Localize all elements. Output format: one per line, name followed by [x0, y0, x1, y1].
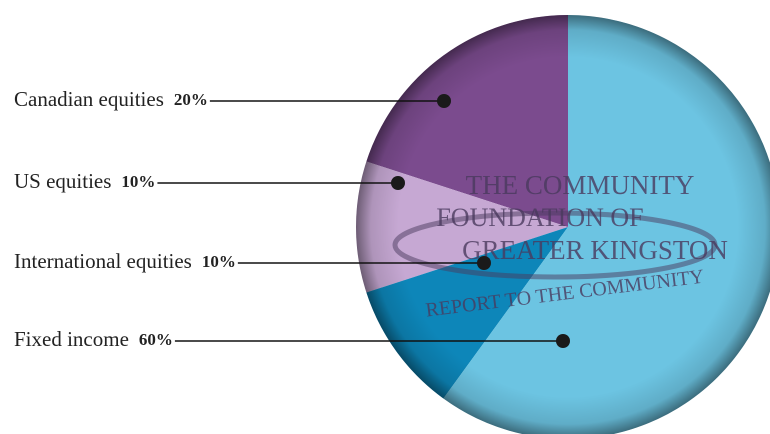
category-label: Canadian equities [14, 87, 164, 111]
logo-text: THE COMMUNITY [466, 170, 695, 200]
leader-dot [556, 334, 570, 348]
logo-text: GREATER KINGSTON [462, 235, 728, 265]
labels: Canadian equities 20%US equities 10%Intern… [14, 87, 570, 351]
leader-dot [391, 176, 405, 190]
value-label: 20% [174, 90, 208, 109]
category-label: US equities [14, 169, 111, 193]
leader-dot [437, 94, 451, 108]
value-label: 10% [202, 252, 236, 271]
logo-text: FOUNDATION OF [436, 203, 643, 232]
logo-swoosh [392, 210, 718, 280]
slice-label: Fixed income 60% [14, 327, 173, 351]
value-label: 60% [139, 330, 173, 349]
slice-label: Canadian equities 20% [14, 87, 208, 111]
slice-label: International equities 10% [14, 249, 236, 273]
pie-shading [356, 15, 770, 434]
leader-dot [477, 256, 491, 270]
slice-label: US equities 10% [14, 169, 155, 193]
logo: THE COMMUNITY FOUNDATION OF GREATER KING… [392, 170, 728, 322]
category-label: International equities [14, 249, 192, 273]
value-label: 10% [121, 172, 155, 191]
category-label: Fixed income [14, 327, 129, 351]
